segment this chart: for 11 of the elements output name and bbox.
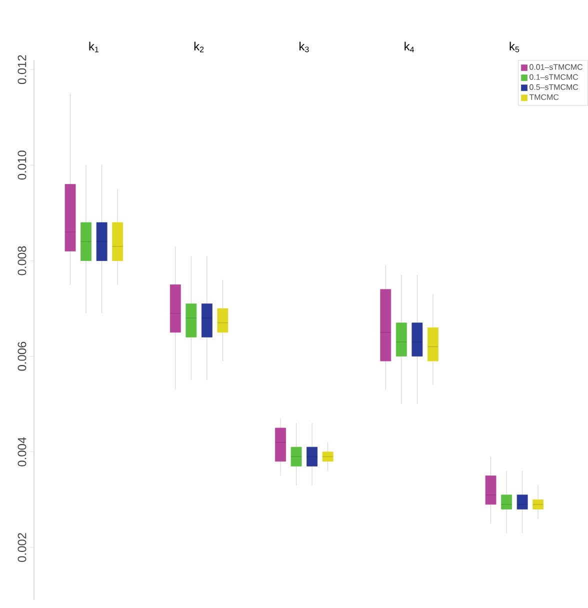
y-tick-label: 0.006 bbox=[18, 342, 26, 371]
x-tick-label: k$_{4}$ bbox=[404, 42, 414, 52]
x-tick-label: k$_{3}$ bbox=[300, 42, 309, 52]
x-tick-label: k$_{1}$ bbox=[89, 42, 98, 52]
x-tick-label: k$_{5}$ bbox=[510, 42, 520, 52]
x-tick-label: k$_{2}$ bbox=[194, 42, 204, 52]
y-tick-label: 0.008 bbox=[18, 246, 26, 276]
y-tick-label: 0.002 bbox=[18, 533, 26, 562]
y-tick-label: 0.012 bbox=[18, 55, 26, 84]
y-tick-label: 0.010 bbox=[18, 150, 26, 180]
y-tick-label: 0.004 bbox=[18, 437, 26, 466]
